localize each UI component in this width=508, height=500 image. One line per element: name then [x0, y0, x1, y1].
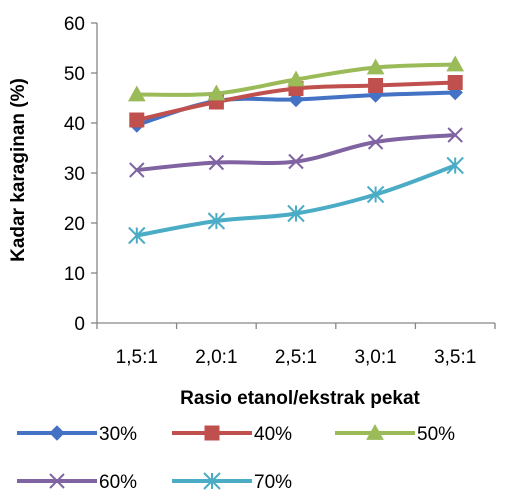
legend-marker — [204, 425, 220, 441]
legend-item: 30% — [17, 424, 137, 445]
data-point — [366, 58, 385, 75]
data-point — [447, 127, 463, 143]
legend-item: 60% — [17, 472, 137, 493]
x-tick-label: 2,5:1 — [275, 347, 317, 368]
legend-item: 70% — [172, 472, 292, 493]
y-tick-label: 60 — [64, 14, 85, 35]
series-60pct — [129, 127, 463, 178]
x-tick-label: 3,0:1 — [354, 347, 396, 368]
y-axis-ticks: 0 10 20 30 40 50 60 — [64, 14, 97, 335]
data-point — [368, 78, 384, 93]
legend-item: 50% — [335, 423, 455, 445]
data-point — [366, 185, 385, 204]
x-tick-label: 1,5:1 — [116, 347, 158, 368]
y-axis-title: Kadar karaginan (%) — [8, 78, 29, 262]
data-point — [129, 162, 145, 178]
series-group — [127, 55, 465, 245]
data-point — [446, 55, 465, 72]
legend-label: 50% — [417, 424, 455, 445]
data-point — [446, 156, 464, 175]
legend-marker — [49, 425, 65, 441]
legend: 30% 40% 50% 60% 70% — [17, 423, 455, 493]
y-tick-label: 50 — [64, 64, 85, 85]
series-line — [136, 133, 456, 172]
y-tick-label: 10 — [64, 264, 85, 285]
series-70pct — [128, 156, 464, 245]
x-tick-label: 3,5:1 — [434, 347, 476, 368]
y-tick-label: 30 — [64, 164, 85, 185]
legend-label: 40% — [254, 424, 292, 445]
data-point — [447, 75, 463, 90]
data-point — [208, 154, 225, 171]
data-point — [207, 84, 226, 101]
x-axis-title: Rasio etanol/ekstrak pekat — [180, 388, 420, 409]
data-point — [207, 212, 226, 230]
legend-item: 40% — [172, 424, 292, 445]
y-tick-label: 0 — [74, 314, 85, 335]
legend-marker — [203, 472, 221, 490]
legend-marker — [366, 423, 384, 440]
data-point — [127, 85, 146, 102]
x-axis-ticks: 1,5:1 2,0:1 2,5:1 3,0:1 3,5:1 — [96, 323, 496, 368]
data-point — [287, 204, 305, 223]
legend-marker — [49, 473, 65, 489]
x-tick-label: 2,0:1 — [195, 347, 237, 368]
y-tick-label: 40 — [64, 114, 85, 135]
legend-label: 70% — [254, 472, 292, 493]
legend-label: 30% — [99, 424, 137, 445]
data-point — [128, 226, 146, 245]
series-50pct — [127, 55, 465, 102]
data-point — [288, 153, 304, 170]
series-line — [136, 163, 456, 238]
y-tick-label: 20 — [64, 214, 85, 235]
data-point — [367, 134, 384, 150]
legend-label: 60% — [99, 472, 137, 493]
data-point — [287, 70, 305, 87]
data-point — [129, 112, 145, 128]
